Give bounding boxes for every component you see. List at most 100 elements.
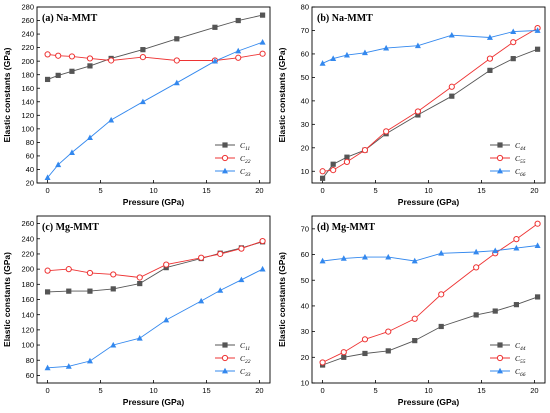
data-point [486, 55, 494, 62]
data-point [330, 166, 337, 174]
series-line [322, 245, 538, 262]
y-tick-label: 240 [21, 30, 34, 39]
series-line [47, 14, 263, 80]
data-point [86, 357, 93, 364]
data-point [510, 39, 517, 46]
y-tick-label: 20 [26, 179, 34, 188]
y-tick-label: 10 [301, 167, 309, 176]
x-tick-label: 0 [321, 186, 325, 195]
x-axis-label: Pressure (GPa) [123, 197, 185, 207]
y-tick-label: 140 [21, 310, 34, 319]
x-tick-label: 10 [149, 386, 157, 395]
data-point [361, 253, 368, 260]
data-point [139, 53, 147, 61]
x-tick-label: 15 [202, 186, 210, 195]
data-point [55, 161, 62, 168]
y-tick-label: 20 [301, 143, 309, 152]
y-axis-label: Elastic constants (GPa) [277, 47, 287, 142]
data-point [411, 257, 418, 264]
y-tick-label: 30 [301, 327, 309, 336]
data-point [86, 134, 93, 141]
x-axis-label: Pressure (GPa) [123, 397, 185, 407]
data-point [473, 248, 480, 255]
series-C33 [44, 39, 266, 180]
y-tick-label: 220 [21, 250, 34, 259]
legend-entry: C11 [215, 141, 250, 152]
data-point [383, 128, 390, 135]
data-point [343, 51, 350, 58]
legend-marker [497, 367, 503, 374]
data-point [217, 287, 224, 293]
panel-title: (b) Na-MMT [317, 13, 373, 24]
panel-c: 0 5 10 15 20 60 80 100 120 140 160 180 200 220 240 260 P… [2, 215, 271, 407]
legend-entry: C22 [215, 154, 251, 165]
y-tick-label: 180 [21, 280, 34, 289]
panel-title: (c) Mg-MMT [42, 222, 99, 233]
y-tick-label: 40 [301, 96, 309, 105]
legend-label: C55 [515, 154, 526, 165]
y-tick-label: 160 [21, 295, 34, 304]
y-tick-label: 80 [26, 356, 34, 365]
y-axis-label: Elastic constants (GPa) [2, 47, 12, 142]
series-line [47, 241, 263, 293]
legend-entry: C33 [215, 367, 251, 378]
y-tick-label: 260 [21, 16, 34, 25]
series-line [322, 296, 538, 366]
data-point [448, 31, 455, 38]
data-point [534, 46, 541, 52]
y-tick-label: 60 [26, 152, 34, 161]
data-point [486, 34, 493, 40]
series-line [47, 53, 263, 61]
data-point [414, 42, 421, 49]
data-point [412, 338, 418, 344]
series-line [47, 268, 263, 369]
y-tick-label: 200 [21, 57, 34, 66]
x-tick-label: 15 [202, 386, 210, 395]
x-tick-label: 10 [149, 186, 157, 195]
panel-title: (a) Na-MMT [42, 13, 98, 24]
data-point [136, 274, 143, 281]
legend-marker [221, 154, 229, 162]
data-point [487, 67, 493, 73]
data-point [438, 291, 445, 298]
x-axis-label: Pressure (GPa) [398, 397, 460, 407]
data-point [55, 52, 62, 59]
data-point [110, 341, 117, 348]
y-tick-label: 140 [21, 97, 34, 106]
legend-label: C11 [240, 141, 250, 152]
data-point [340, 349, 347, 356]
data-point [438, 250, 445, 256]
data-point [340, 255, 347, 261]
data-point [110, 271, 117, 278]
x-tick-label: 20 [255, 186, 263, 195]
data-point [198, 297, 205, 304]
legend-entry: C44 [490, 141, 526, 152]
panel-d: 0 5 10 15 20 10 20 30 40 50 60 70 Pressure (GPa) Elas… [277, 215, 546, 407]
series-line [322, 223, 538, 363]
data-point [69, 68, 75, 74]
y-tick-label: 60 [301, 250, 309, 259]
y-axis-label: Elastic constants (GPa) [277, 252, 287, 347]
legend-marker [497, 142, 503, 148]
data-point [513, 244, 520, 251]
y-tick-label: 180 [21, 70, 34, 79]
series-C11 [44, 239, 266, 295]
data-point [411, 315, 418, 322]
data-point [319, 359, 326, 366]
x-tick-label: 20 [530, 386, 538, 395]
data-point [319, 175, 326, 181]
data-point [66, 288, 72, 294]
series-line [322, 30, 538, 64]
x-tick-label: 0 [46, 386, 50, 395]
data-point [44, 174, 51, 180]
legend-label: C33 [240, 367, 251, 378]
data-point [513, 236, 520, 243]
series-C33 [44, 265, 266, 371]
data-point [319, 168, 326, 175]
y-tick-label: 70 [301, 26, 309, 35]
y-tick-label: 70 [301, 224, 309, 233]
series-C22 [44, 237, 266, 281]
legend-label: C33 [240, 167, 251, 178]
y-tick-label: 80 [26, 138, 34, 147]
